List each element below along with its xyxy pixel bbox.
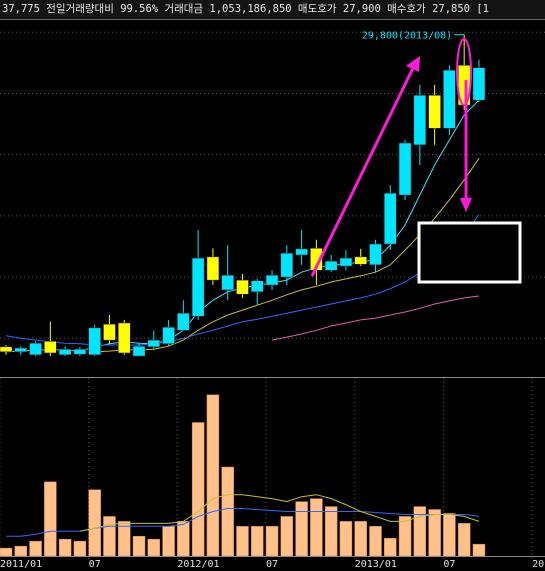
candle-body bbox=[324, 260, 338, 271]
candle-body bbox=[295, 248, 308, 256]
signal-box bbox=[417, 221, 522, 284]
volume-bar bbox=[265, 526, 279, 557]
high-label: 29,800(2013/08) bbox=[362, 31, 452, 42]
volume-bar bbox=[103, 516, 116, 557]
candle-body bbox=[88, 327, 101, 356]
volume-bar bbox=[44, 481, 57, 557]
x-tick-label: 20 bbox=[532, 559, 544, 570]
candle-body bbox=[58, 349, 72, 356]
x-tick-label: 07 bbox=[443, 559, 455, 570]
volume-bar bbox=[310, 498, 323, 557]
volume-bar bbox=[58, 538, 72, 557]
candle-body bbox=[384, 192, 397, 245]
volume-bar bbox=[354, 521, 367, 557]
volume-bar bbox=[162, 526, 175, 557]
candle-body bbox=[73, 349, 87, 355]
candle-body bbox=[369, 243, 382, 266]
x-tick-label: 07 bbox=[89, 559, 101, 570]
candle-body bbox=[413, 95, 427, 146]
volume-average bbox=[79, 494, 480, 532]
candle-body bbox=[339, 257, 353, 267]
volume-bar bbox=[295, 501, 308, 557]
candle-body bbox=[443, 69, 456, 129]
candle-body bbox=[265, 274, 279, 286]
volume-bar bbox=[191, 422, 205, 557]
candle-body bbox=[44, 341, 57, 354]
volume-bar bbox=[472, 543, 486, 557]
volume-bar bbox=[384, 537, 397, 557]
volume-bar bbox=[221, 466, 234, 557]
x-tick-label: 2012/01 bbox=[177, 559, 219, 570]
volume-bar bbox=[443, 513, 456, 557]
info-bar bbox=[0, 0, 545, 19]
candle-body bbox=[191, 257, 205, 317]
candle-body bbox=[206, 256, 220, 281]
candle-body bbox=[147, 339, 161, 348]
moving-average bbox=[271, 295, 480, 341]
x-tick-label: 07 bbox=[266, 559, 278, 570]
candle-body bbox=[132, 345, 146, 357]
volume-bar bbox=[177, 521, 190, 557]
volume-bar bbox=[251, 526, 264, 557]
moving-average bbox=[5, 214, 480, 346]
candle-body bbox=[472, 67, 486, 101]
info-text: 37,775 전일거래량대비 99.56% 거래대금 1,053,186,850… bbox=[2, 2, 489, 15]
candle-body bbox=[251, 280, 264, 293]
volume-bar bbox=[428, 509, 441, 557]
candle-body bbox=[221, 274, 234, 291]
candle-body bbox=[29, 342, 42, 356]
volume-bar bbox=[369, 526, 382, 557]
x-tick-label: 2011/01 bbox=[0, 559, 42, 570]
candle-body bbox=[117, 322, 131, 354]
trend-arrow bbox=[310, 65, 416, 277]
candle-body bbox=[428, 95, 441, 129]
volume-bar bbox=[236, 526, 249, 557]
plot: 2011/01 07 2012/01 07 2013/01 07 20 29,800(2013… bbox=[0, 31, 545, 570]
candle-body bbox=[354, 256, 367, 265]
x-tick-label: 2013/01 bbox=[355, 559, 397, 570]
candle-body bbox=[103, 323, 116, 341]
volume-bar bbox=[88, 489, 101, 557]
candle-body bbox=[177, 312, 190, 331]
volume-bar bbox=[0, 547, 13, 557]
candle-body bbox=[398, 142, 412, 196]
volume-bar bbox=[398, 516, 412, 557]
moving-average bbox=[94, 158, 480, 353]
volume-bar bbox=[339, 521, 353, 557]
arrow-head bbox=[406, 56, 420, 72]
volume-bar bbox=[457, 523, 471, 557]
volume-bar bbox=[14, 545, 28, 557]
volume-bar bbox=[117, 521, 131, 557]
candle-body bbox=[14, 347, 28, 352]
volume-bar bbox=[206, 394, 220, 557]
volume-bar bbox=[324, 506, 338, 557]
volume-bar bbox=[147, 538, 161, 557]
volume-bar bbox=[73, 540, 87, 557]
arrow-head bbox=[460, 198, 472, 212]
volume-bar bbox=[413, 506, 427, 557]
candle-body bbox=[162, 327, 175, 345]
volume-bar bbox=[29, 540, 42, 557]
candle-body bbox=[280, 252, 294, 278]
volume-bar bbox=[132, 535, 146, 557]
candle-body bbox=[236, 279, 249, 295]
highlight-ellipse bbox=[456, 38, 472, 106]
candle-body bbox=[0, 346, 13, 352]
volume-bar bbox=[280, 516, 294, 557]
